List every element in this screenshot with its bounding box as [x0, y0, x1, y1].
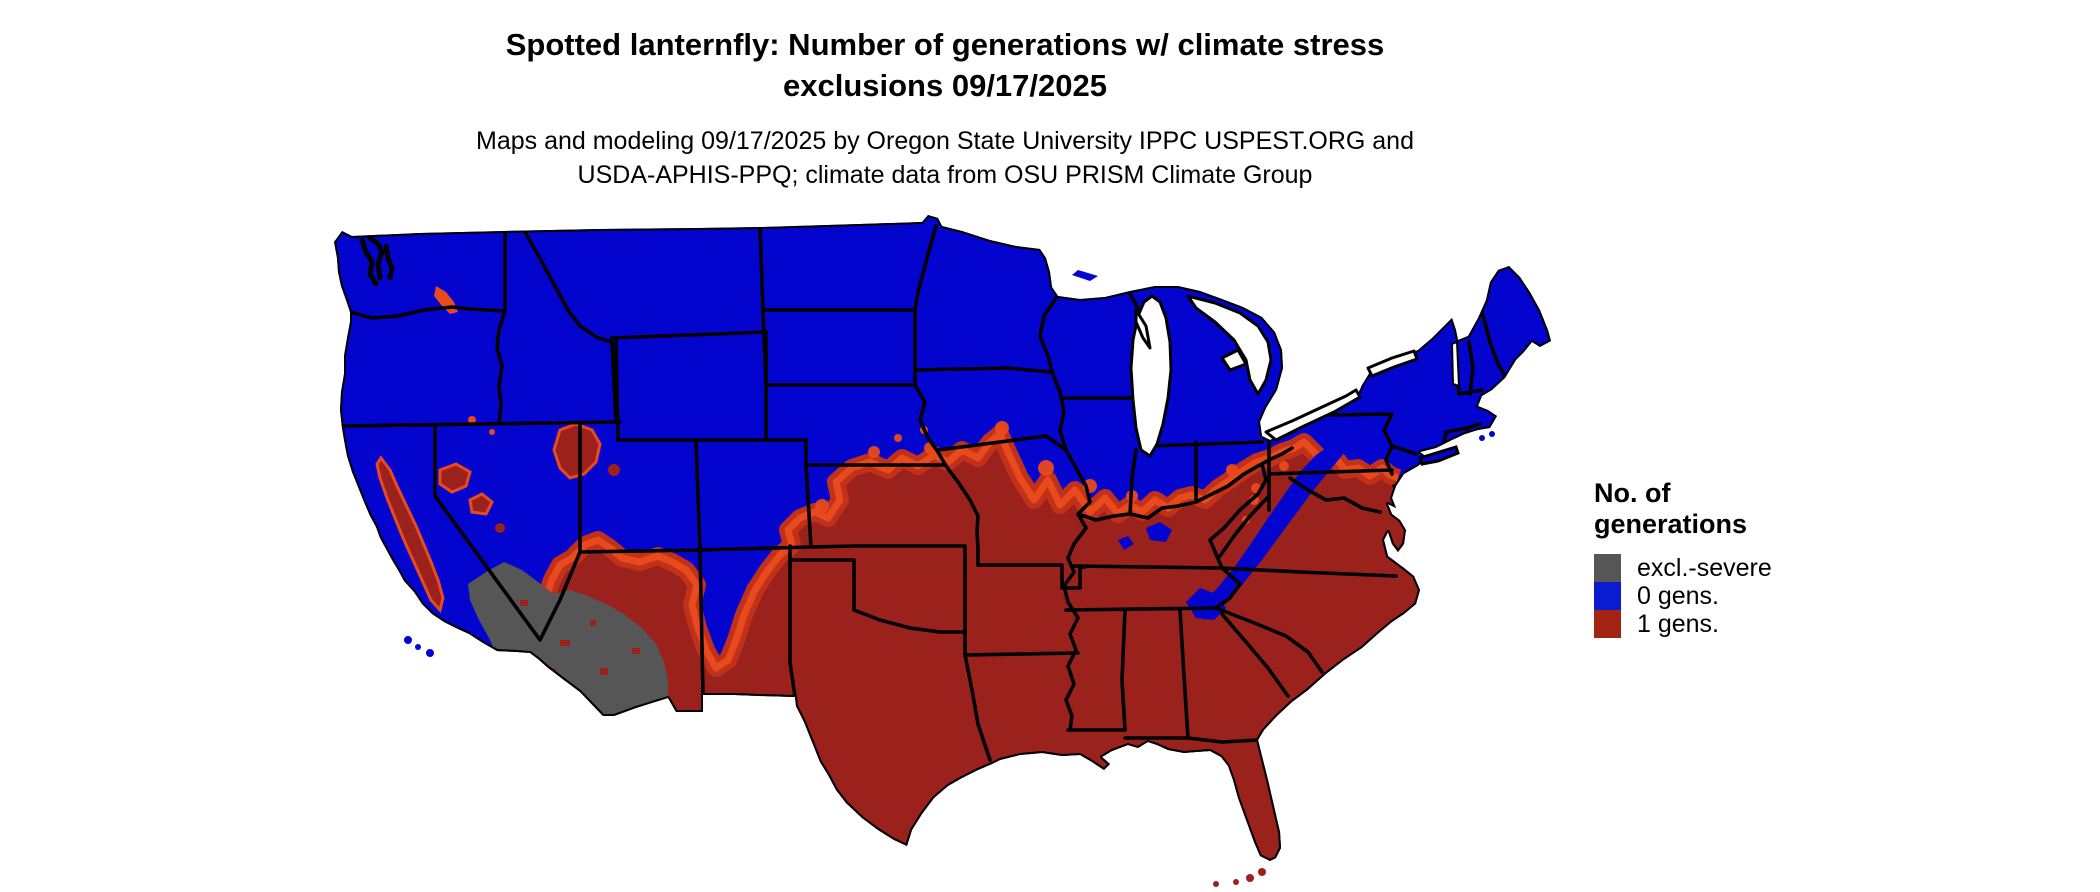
- legend-item-1-gens: 1 gens.: [1594, 610, 1894, 638]
- lake-huron: [1186, 294, 1273, 396]
- long-island: [1418, 445, 1460, 466]
- page-title: Spotted lanternfly: Number of generation…: [0, 24, 1890, 106]
- legend-label-1-gens: 1 gens.: [1637, 609, 1720, 638]
- patch-nevada-dot: [495, 523, 505, 533]
- lake-erie: [1264, 388, 1362, 442]
- legend-title-line-1: No. of: [1594, 478, 1671, 508]
- puget-sound: [359, 235, 395, 287]
- transition-band-bright: [494, 430, 1400, 672]
- legend-title: No. of generations: [1594, 478, 1894, 540]
- patch-kentucky-pockets: [1118, 522, 1172, 550]
- channel-islands: [404, 636, 434, 657]
- legend-swatch-0-gens: [1594, 582, 1621, 610]
- patch-utah-dot: [608, 464, 620, 476]
- subtitle-line-1: Maps and modeling 09/17/2025 by Oregon S…: [476, 127, 1414, 155]
- title-line-1: Spotted lanternfly: Number of generation…: [505, 27, 1385, 62]
- state-borders: [339, 224, 1508, 762]
- legend-swatch-1-gens: [1594, 610, 1621, 638]
- legend-item-excl-severe: excl.-severe: [1594, 554, 1894, 582]
- subtitle-line-2: USDA-APHIS-PPQ; climate data from OSU PR…: [577, 161, 1313, 189]
- legend-title-line-2: generations: [1594, 509, 1748, 539]
- isle-royale: [1072, 270, 1098, 281]
- patch-smokies: [1186, 588, 1226, 620]
- patch-nevada: [438, 462, 494, 516]
- patch-central-valley: [375, 455, 445, 614]
- patch-utah: [552, 422, 602, 480]
- legend-swatch-excl-severe: [1594, 554, 1621, 582]
- great-lakes: [1072, 270, 1460, 458]
- legend-item-0-gens: 0 gens.: [1594, 582, 1894, 610]
- legend-label-excl-severe: excl.-severe: [1637, 553, 1772, 582]
- us-outline: [334, 215, 1551, 861]
- legend-label-0-gens: 0 gens.: [1637, 581, 1720, 610]
- saginaw-bay: [1220, 348, 1248, 372]
- lake-ontario: [1366, 349, 1419, 378]
- nantucket-islands: [1479, 431, 1495, 441]
- page-subtitle: Maps and modeling 09/17/2025 by Oregon S…: [0, 124, 1890, 192]
- lake-champlain: [1451, 341, 1460, 387]
- title-line-2: exclusions 09/17/2025: [782, 68, 1107, 103]
- florida-keys: [1213, 868, 1266, 887]
- green-bay: [1134, 308, 1152, 350]
- legend: No. of generations excl.-severe 0 gens. …: [1594, 478, 1894, 638]
